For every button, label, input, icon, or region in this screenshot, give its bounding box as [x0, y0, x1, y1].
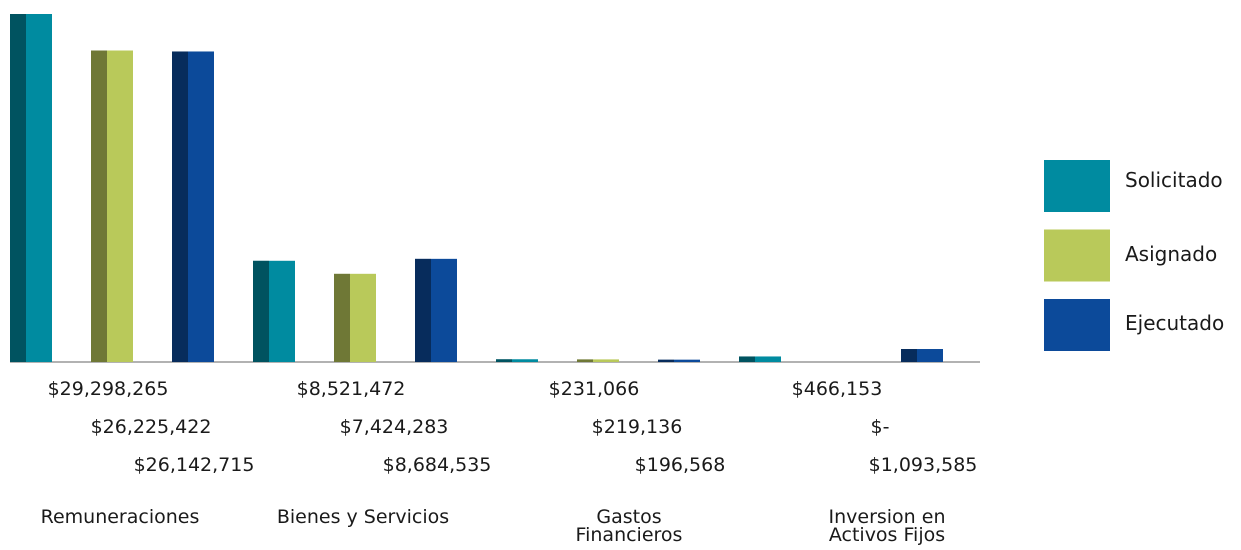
- value-label: $1,093,585: [868, 454, 978, 476]
- bar: [739, 356, 781, 362]
- value-label: $29,298,265: [47, 378, 169, 400]
- value-label: $8,684,535: [382, 454, 492, 476]
- bar: [577, 359, 619, 362]
- legend-label: Asignado: [1125, 241, 1218, 266]
- legend-swatch: [1044, 229, 1110, 282]
- legend-swatch: [1044, 160, 1110, 212]
- legend-label: Solicitado: [1125, 168, 1223, 192]
- bar: [658, 359, 700, 362]
- bar: [10, 14, 52, 362]
- value-label: $7,424,283: [339, 416, 449, 438]
- category-label: Bienes y Servicios: [276, 506, 450, 528]
- bar: [496, 359, 538, 362]
- bar: [415, 258, 457, 362]
- bar: [253, 260, 295, 362]
- legend-swatch: [1044, 299, 1110, 351]
- value-label: $26,142,715: [133, 454, 255, 476]
- bar: [334, 273, 376, 362]
- bar: [901, 349, 943, 362]
- value-label: $231,066: [548, 378, 640, 400]
- category-label: Gastos Financieros: [575, 506, 683, 546]
- value-label: $466,153: [791, 378, 883, 400]
- category-label: Remuneraciones: [40, 506, 200, 528]
- bar: [172, 51, 214, 362]
- value-label: $26,225,422: [90, 416, 212, 438]
- value-label: $196,568: [634, 454, 726, 476]
- value-label: $219,136: [591, 416, 683, 438]
- value-label: $8,521,472: [296, 378, 406, 400]
- value-label: $-: [870, 416, 890, 438]
- category-label: Inversion en Activos Fijos: [828, 506, 946, 546]
- bar: [91, 50, 133, 363]
- legend-label: Ejecutado: [1125, 311, 1225, 335]
